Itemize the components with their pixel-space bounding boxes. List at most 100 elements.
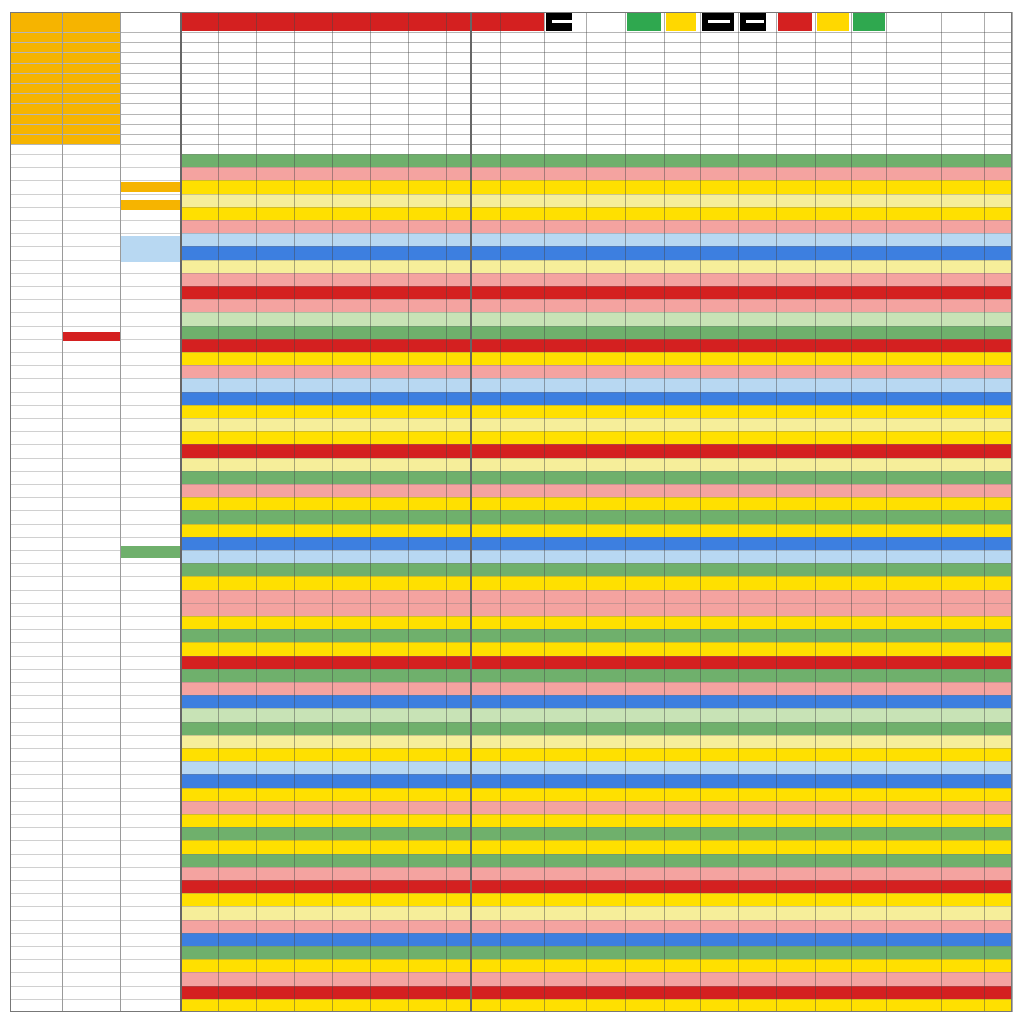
table-row[interactable]: [180, 431, 1012, 445]
header-block-6[interactable]: [778, 12, 812, 31]
row-line: [10, 972, 1012, 974]
column-line: [62, 12, 63, 1012]
table-row[interactable]: [180, 457, 1012, 472]
table-row[interactable]: [180, 721, 1012, 736]
row-line: [10, 602, 1012, 604]
table-row[interactable]: [180, 233, 1012, 247]
table-row[interactable]: [180, 827, 1012, 841]
table-row[interactable]: [180, 193, 1012, 208]
table-row[interactable]: [180, 602, 1012, 617]
table-row[interactable]: [180, 325, 1012, 340]
header-mark-0[interactable]: [552, 20, 572, 23]
row-line: [10, 682, 1012, 683]
table-row[interactable]: [180, 814, 1012, 828]
row-line: [10, 365, 1012, 367]
header-mark-2[interactable]: [746, 20, 764, 23]
table-row[interactable]: [180, 404, 1012, 419]
table-row[interactable]: [180, 246, 1012, 261]
table-row[interactable]: [180, 167, 1012, 181]
row-line: [10, 853, 1012, 855]
column-line: [256, 12, 257, 1012]
header-block-8[interactable]: [853, 12, 885, 31]
row-line: [10, 985, 1012, 987]
table-row[interactable]: [180, 378, 1012, 393]
table-row[interactable]: [180, 418, 1012, 432]
table-row[interactable]: [180, 286, 1012, 300]
table-row[interactable]: [180, 629, 1012, 643]
left-cell-orange[interactable]: [120, 182, 180, 192]
table-row[interactable]: [180, 338, 1012, 353]
table-row[interactable]: [180, 787, 1012, 802]
table-row[interactable]: [180, 259, 1012, 274]
table-row[interactable]: [180, 352, 1012, 366]
table-row[interactable]: [180, 959, 1012, 973]
header-mark-1[interactable]: [708, 20, 730, 23]
table-row[interactable]: [180, 576, 1012, 591]
table-row[interactable]: [180, 470, 1012, 485]
table-row[interactable]: [180, 668, 1012, 683]
table-row[interactable]: [180, 880, 1012, 894]
table-row[interactable]: [180, 866, 1012, 881]
left-cell-blue[interactable]: [120, 236, 180, 262]
table-row[interactable]: [180, 734, 1012, 749]
table-row[interactable]: [180, 932, 1012, 947]
column-line: [776, 12, 777, 1012]
table-row[interactable]: [180, 998, 1012, 1013]
table-row[interactable]: [180, 800, 1012, 815]
left-cell-orange[interactable]: [120, 200, 180, 210]
table-row[interactable]: [180, 563, 1012, 577]
header-block-red[interactable]: [180, 12, 544, 31]
row-line: [10, 668, 1012, 670]
table-row[interactable]: [180, 510, 1012, 525]
row-line: [10, 299, 1012, 301]
table-row[interactable]: [180, 272, 1012, 287]
table-row[interactable]: [180, 840, 1012, 855]
left-cell-red[interactable]: [62, 332, 120, 341]
table-row[interactable]: [180, 312, 1012, 327]
table-row[interactable]: [180, 497, 1012, 511]
table-row[interactable]: [180, 682, 1012, 696]
row-line: [10, 193, 1012, 195]
table-row[interactable]: [180, 774, 1012, 789]
sheet-border: [10, 12, 1012, 1012]
table-row[interactable]: [180, 919, 1012, 934]
column-line: [218, 12, 219, 1012]
table-row[interactable]: [180, 748, 1012, 762]
table-row[interactable]: [180, 985, 1012, 1000]
row-line: [10, 457, 1012, 459]
table-row[interactable]: [180, 523, 1012, 538]
table-row[interactable]: [180, 616, 1012, 630]
table-row[interactable]: [180, 154, 1012, 168]
table-row[interactable]: [180, 946, 1012, 960]
table-row[interactable]: [180, 550, 1012, 564]
header-block-2[interactable]: [627, 12, 661, 31]
left-header-top[interactable]: [10, 12, 120, 32]
table-row[interactable]: [180, 180, 1012, 195]
table-row[interactable]: [180, 893, 1012, 907]
table-row[interactable]: [180, 642, 1012, 657]
table-row[interactable]: [180, 536, 1012, 551]
table-row[interactable]: [180, 906, 1012, 921]
table-row[interactable]: [180, 655, 1012, 670]
left-header-block[interactable]: [10, 32, 120, 144]
row-line: [10, 695, 1012, 697]
table-row[interactable]: [180, 391, 1012, 406]
table-row[interactable]: [180, 708, 1012, 723]
table-row[interactable]: [180, 206, 1012, 221]
table-row[interactable]: [180, 220, 1012, 234]
header-block-7[interactable]: [817, 12, 849, 31]
header-row-line: [10, 42, 1012, 44]
table-row[interactable]: [180, 695, 1012, 709]
table-row[interactable]: [180, 853, 1012, 868]
left-cell-green[interactable]: [120, 546, 180, 558]
table-row[interactable]: [180, 761, 1012, 775]
table-row[interactable]: [180, 972, 1012, 987]
table-row[interactable]: [180, 365, 1012, 379]
table-row[interactable]: [180, 589, 1012, 604]
table-row[interactable]: [180, 444, 1012, 459]
column-line: [586, 12, 587, 1012]
table-row[interactable]: [180, 484, 1012, 498]
header-block-3[interactable]: [666, 12, 696, 31]
table-row[interactable]: [180, 299, 1012, 313]
